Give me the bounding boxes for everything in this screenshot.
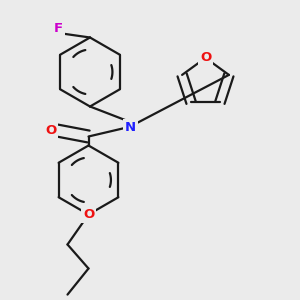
Text: O: O <box>45 124 57 137</box>
Text: O: O <box>200 51 211 64</box>
Text: F: F <box>54 22 63 35</box>
Text: O: O <box>83 208 94 221</box>
Text: N: N <box>125 121 136 134</box>
